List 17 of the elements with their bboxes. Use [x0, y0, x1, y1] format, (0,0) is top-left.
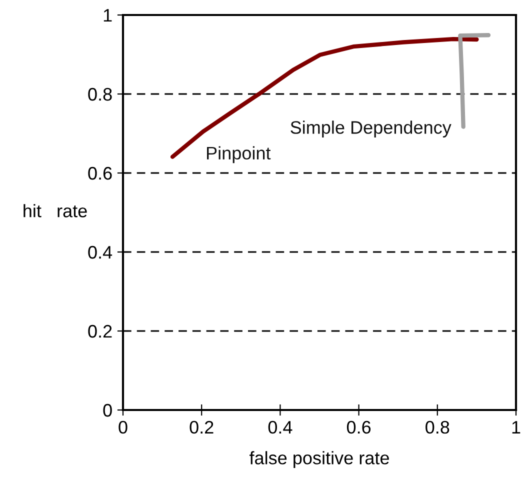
- y-tick-label: 0.4: [88, 246, 112, 259]
- x-tick-label: 0: [118, 420, 128, 434]
- series-label: Simple Dependency: [290, 120, 452, 138]
- y-tick-label: 0.6: [88, 166, 112, 180]
- x-axis-title: false positive rate: [250, 451, 389, 468]
- x-tick-label: 1: [512, 421, 520, 434]
- x-tick-label: 0.6: [346, 420, 371, 434]
- y-tick-label: 0.2: [88, 324, 112, 338]
- y-axis-title: hit rate: [24, 204, 87, 218]
- series-label: Pinpoint: [207, 146, 271, 164]
- line-series: [458, 33, 491, 129]
- y-tick-label: 0.8: [88, 88, 112, 101]
- y-tick-label: 0: [103, 404, 112, 417]
- x-tick-label: 0.2: [190, 420, 214, 434]
- y-tick-label: 1: [104, 9, 112, 22]
- x-tick-label: 0.4: [268, 420, 292, 434]
- x-tick-label: 0.8: [426, 420, 450, 434]
